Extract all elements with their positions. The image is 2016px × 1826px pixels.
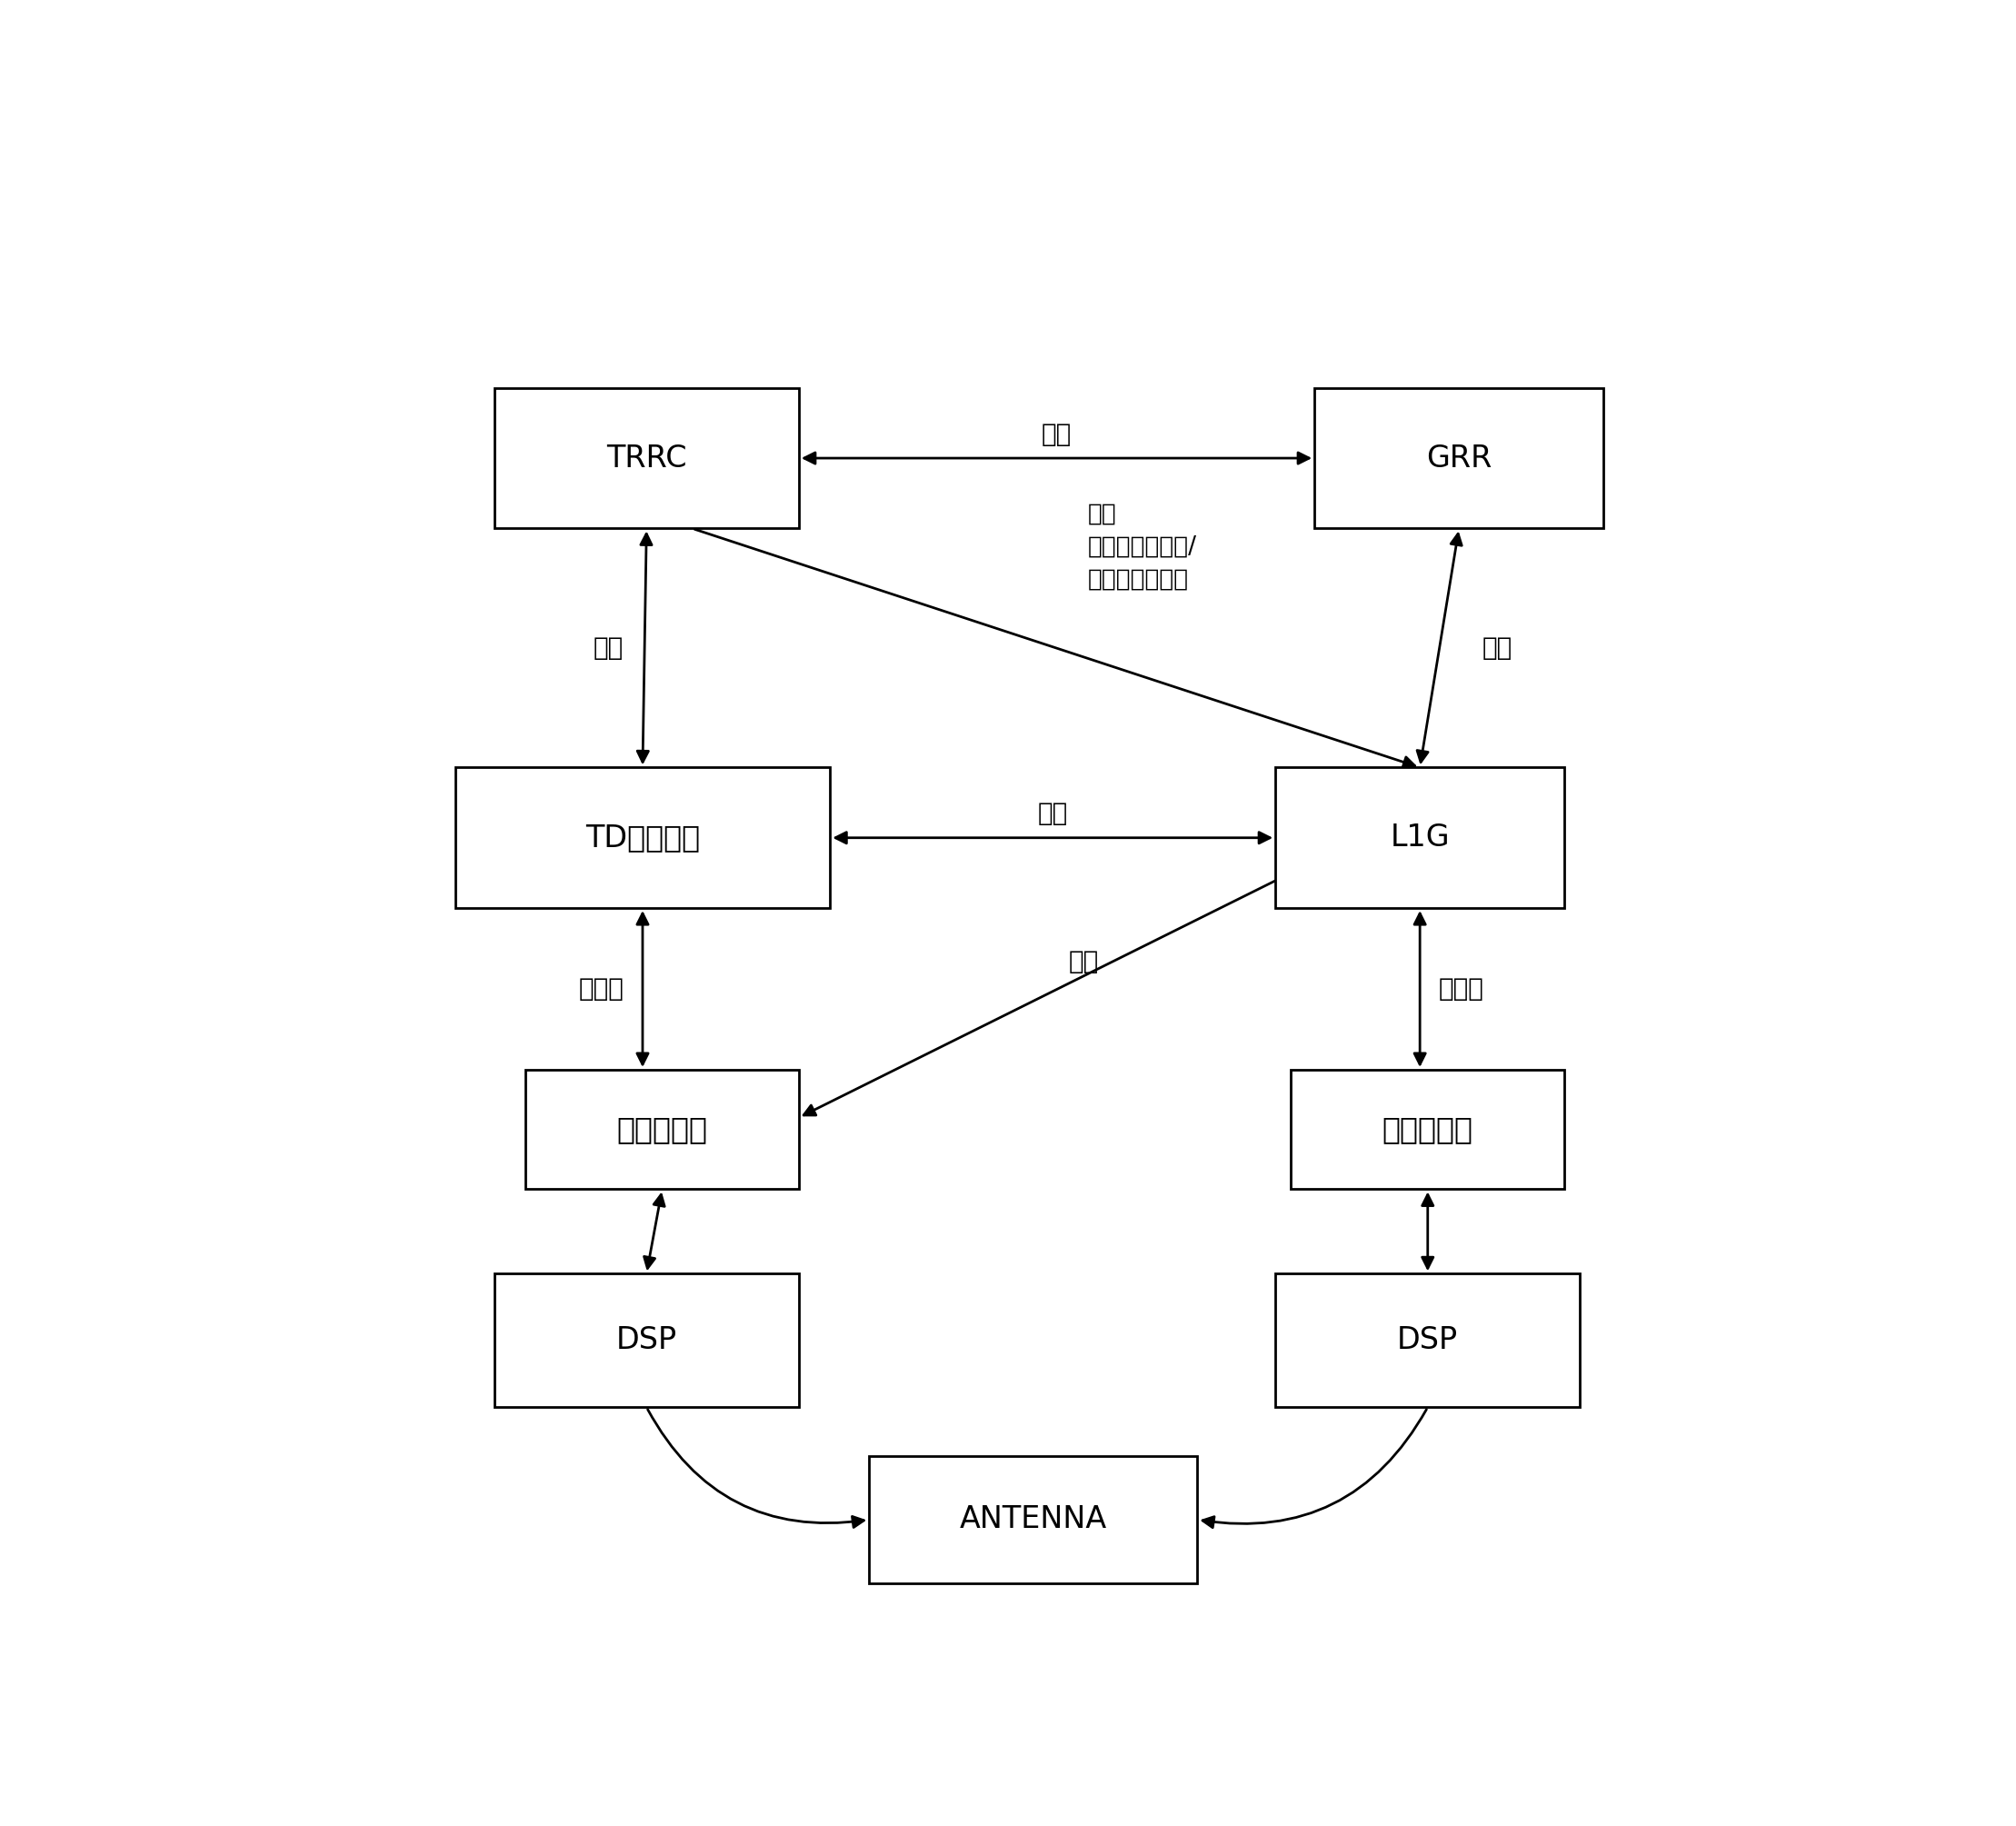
Text: 帧中断: 帧中断 — [1439, 977, 1484, 1002]
Text: 消息
（测量列表配置/
测量结果获取）: 消息 （测量列表配置/ 测量结果获取） — [1087, 502, 1195, 592]
Bar — [494, 387, 798, 528]
Bar — [1314, 387, 1603, 528]
Text: 帧中断: 帧中断 — [579, 977, 623, 1002]
Text: ANTENNA: ANTENNA — [960, 1505, 1107, 1534]
Text: GRR: GRR — [1425, 444, 1492, 473]
Text: 函数: 函数 — [1038, 802, 1068, 827]
Bar — [1276, 1275, 1581, 1408]
Bar — [869, 1457, 1198, 1583]
Bar — [456, 767, 831, 908]
Bar — [494, 1275, 798, 1408]
Text: TD相关模块: TD相关模块 — [585, 824, 700, 853]
Text: DSP: DSP — [1397, 1326, 1458, 1355]
Text: 消息: 消息 — [593, 635, 623, 661]
Bar — [1290, 1070, 1564, 1189]
Text: 消息: 消息 — [1042, 422, 1073, 447]
Text: TRRC: TRRC — [607, 444, 687, 473]
Text: 共享内存区: 共享内存区 — [617, 1114, 708, 1145]
Bar — [526, 1070, 798, 1189]
Text: 共享内存区: 共享内存区 — [1383, 1114, 1474, 1145]
Text: L1G: L1G — [1391, 824, 1450, 853]
Bar — [1276, 767, 1564, 908]
Text: 消息: 消息 — [1482, 635, 1512, 661]
Text: 函数: 函数 — [1068, 950, 1099, 973]
Text: DSP: DSP — [617, 1326, 677, 1355]
